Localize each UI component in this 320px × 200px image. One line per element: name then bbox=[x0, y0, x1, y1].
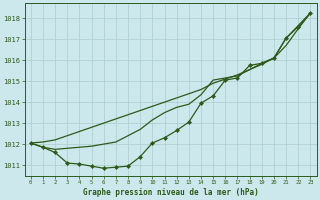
X-axis label: Graphe pression niveau de la mer (hPa): Graphe pression niveau de la mer (hPa) bbox=[83, 188, 259, 197]
